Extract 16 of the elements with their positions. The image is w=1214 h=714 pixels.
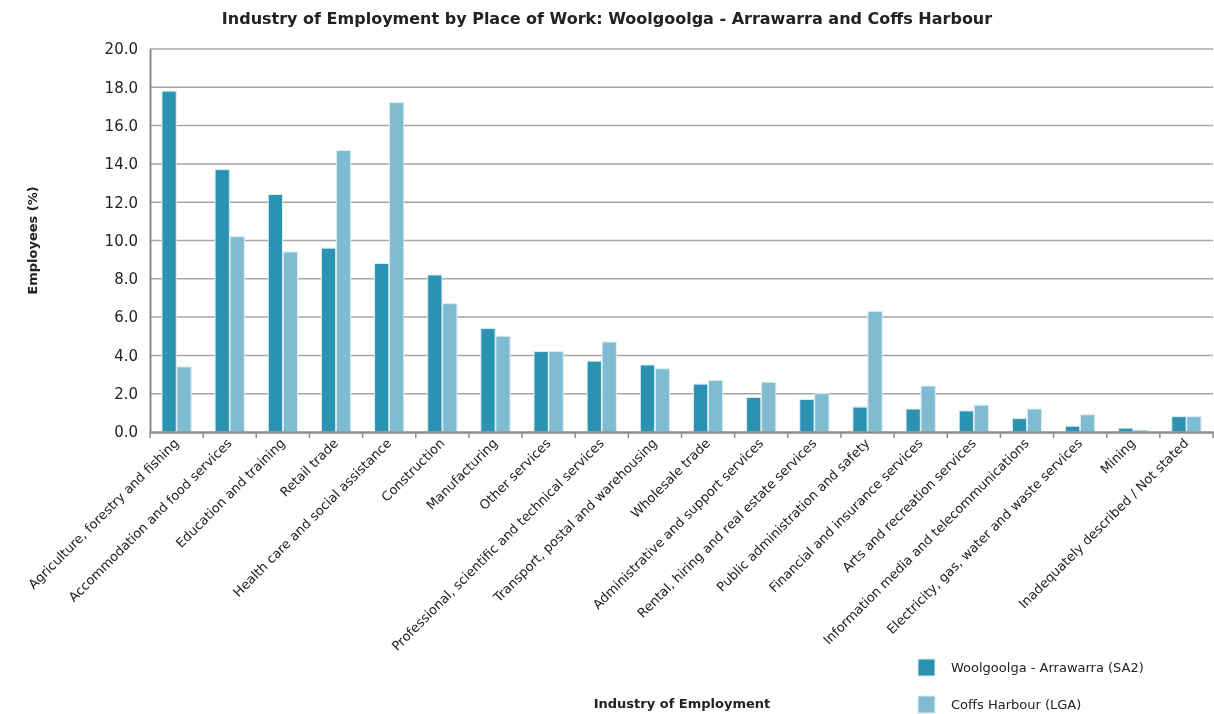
y-tick-label: 0.0 bbox=[114, 423, 138, 442]
legend-label: Coffs Harbour (LGA) bbox=[951, 697, 1082, 712]
y-tick-label: 16.0 bbox=[104, 116, 138, 135]
y-tick-label: 8.0 bbox=[114, 270, 138, 289]
y-tick-label: 14.0 bbox=[104, 155, 138, 174]
y-axis-title: Employees (%) bbox=[25, 186, 40, 295]
y-tick-label: 6.0 bbox=[114, 308, 138, 327]
legend-label: Woolgoolga - Arrawarra (SA2) bbox=[951, 660, 1144, 675]
y-tick-label: 20.0 bbox=[104, 40, 138, 59]
y-tick-label: 4.0 bbox=[114, 346, 138, 365]
y-tick-label: 2.0 bbox=[114, 385, 138, 403]
y-tick-label: 10.0 bbox=[104, 231, 138, 250]
chart-title: Industry of Employment by Place of Work: Woolgoolga - Arrawarra and Coffs Harbour bbox=[221, 9, 993, 28]
x-axis-title: Industry of Employment bbox=[593, 696, 771, 711]
y-tick-label: 18.0 bbox=[104, 78, 138, 97]
y-tick-label: 12.0 bbox=[104, 193, 138, 212]
